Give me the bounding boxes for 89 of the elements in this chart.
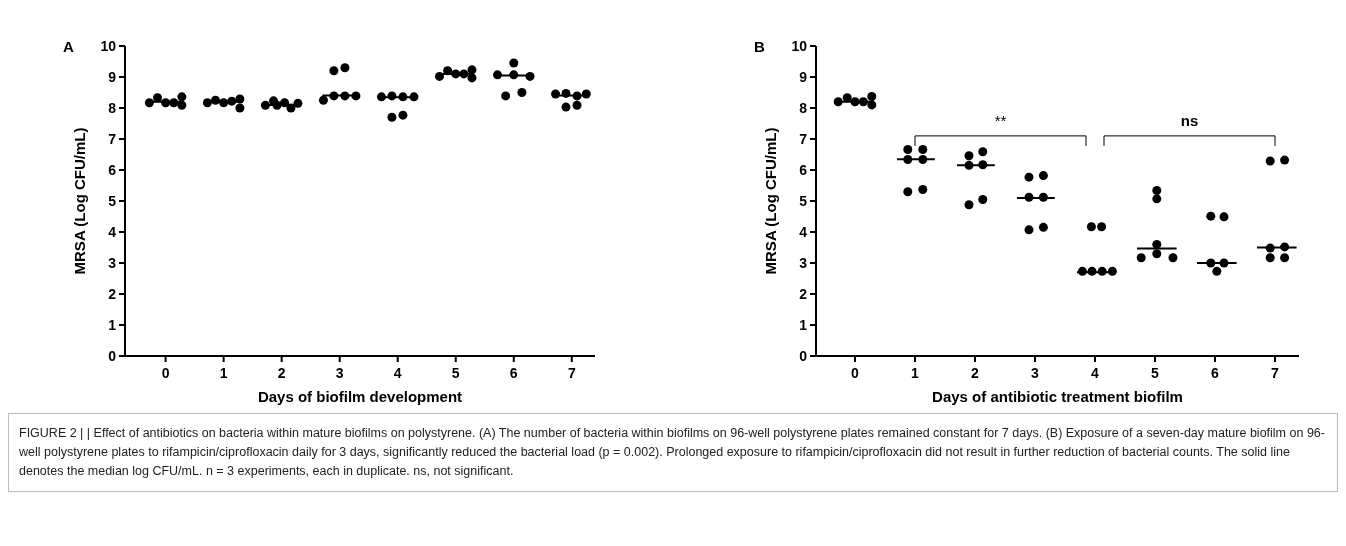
point: [842, 93, 852, 103]
point: [903, 187, 913, 197]
chart-title: A: [63, 38, 74, 55]
y-tick-label: 6: [799, 161, 808, 178]
point: [1152, 185, 1162, 195]
x-tick-label: 4: [1091, 365, 1100, 381]
x-tick-label: 0: [161, 365, 170, 381]
point: [1280, 155, 1290, 165]
point: [978, 147, 988, 157]
point: [561, 102, 571, 112]
point: [1206, 211, 1216, 221]
x-axis-title: Days of biofilm development: [257, 388, 463, 405]
point: [978, 194, 988, 204]
point: [918, 185, 928, 195]
y-tick-label: 8: [799, 99, 808, 116]
y-tick-label: 0: [799, 347, 808, 364]
x-tick-label: 6: [509, 365, 518, 381]
x-tick-label: 0: [851, 365, 860, 381]
x-tick-label: 6: [1211, 365, 1220, 381]
x-tick-label: 7: [567, 365, 576, 381]
point: [1136, 253, 1146, 263]
point: [918, 145, 928, 155]
point: [517, 88, 527, 97]
y-tick-label: 7: [108, 130, 117, 147]
point: [1024, 225, 1034, 235]
point: [1038, 222, 1048, 232]
point: [1024, 172, 1034, 182]
y-tick-label: 10: [100, 37, 117, 54]
y-tick-label: 2: [799, 285, 808, 302]
caption: FIGURE 2 | | Effect of antibiotics on bacteria within mature biofilms on polystyrene. (A) The number of bacteria within biofilms on 96-well polystyrene plates remained constant for 7 days. (B) Exposure of a seven-day mature biofilm on 96-well polystyrene plates to rifampicin/ciprofloxacin daily for 3 days, significantly reduced the bacterial load (p = 0.002). Prolonged exposure to rifampicin/ciprofloxacin did not result in further reduction of bacterial counts. The solid line denotes the median log CFU/mL. n = 3 experiments, each in duplicate. ns, not significant.: [19, 425, 1326, 480]
point: [177, 92, 187, 102]
y-axis-title: MRSA (Log CFU/mL): [762, 127, 779, 275]
x-tick-label: 5: [1151, 365, 1160, 381]
y-tick-label: 5: [799, 192, 808, 209]
x-tick-label: 2: [277, 365, 286, 381]
y-tick-label: 6: [108, 161, 117, 178]
point: [1168, 253, 1178, 263]
annotation: **: [994, 111, 1007, 129]
point: [509, 58, 519, 68]
point: [903, 145, 913, 155]
point: [1280, 253, 1290, 263]
point: [1212, 266, 1222, 276]
x-tick-label: 7: [1271, 365, 1280, 381]
point: [340, 63, 350, 73]
point: [1265, 253, 1275, 263]
y-tick-label: 2: [108, 285, 117, 302]
point: [318, 95, 328, 105]
point: [1219, 212, 1229, 222]
y-tick-label: 4: [799, 223, 808, 240]
chart-title: B: [754, 38, 765, 55]
point: [1097, 222, 1107, 232]
point: [398, 110, 408, 120]
x-tick-label: 2: [971, 365, 980, 381]
y-tick-label: 4: [108, 223, 117, 240]
x-tick-label: 5: [451, 365, 460, 381]
y-tick-label: 1: [108, 316, 117, 333]
y-tick-label: 3: [108, 254, 117, 271]
point: [867, 92, 877, 102]
x-tick-label: 3: [335, 365, 344, 381]
y-axis-title: MRSA (Log CFU/mL): [71, 127, 88, 275]
point: [1086, 222, 1096, 232]
y-tick-label: 9: [799, 68, 808, 85]
y-tick-label: 5: [108, 192, 117, 209]
y-tick-label: 8: [108, 99, 117, 116]
y-tick-label: 10: [791, 37, 808, 54]
x-tick-label: 4: [393, 365, 402, 381]
point: [152, 93, 162, 103]
point: [1152, 249, 1162, 259]
y-tick-label: 3: [799, 254, 808, 271]
point: [1265, 156, 1275, 166]
x-axis-title: Days of antibiotic treatment biofilm: [932, 388, 1183, 405]
point: [329, 66, 339, 76]
x-tick-label: 3: [1031, 365, 1040, 381]
point: [235, 103, 245, 113]
point: [387, 112, 397, 122]
y-tick-label: 9: [108, 68, 117, 85]
x-tick-label: 1: [219, 365, 228, 381]
x-tick-label: 1: [911, 365, 920, 381]
y-tick-label: 0: [108, 347, 117, 364]
point: [1038, 171, 1048, 181]
point: [501, 91, 511, 101]
y-tick-label: 7: [799, 130, 808, 147]
point: [467, 65, 477, 75]
point: [964, 200, 974, 210]
point: [1152, 194, 1162, 204]
y-tick-label: 1: [799, 316, 808, 333]
point: [964, 151, 974, 161]
annotation: ns: [1180, 111, 1199, 129]
point: [572, 100, 582, 110]
